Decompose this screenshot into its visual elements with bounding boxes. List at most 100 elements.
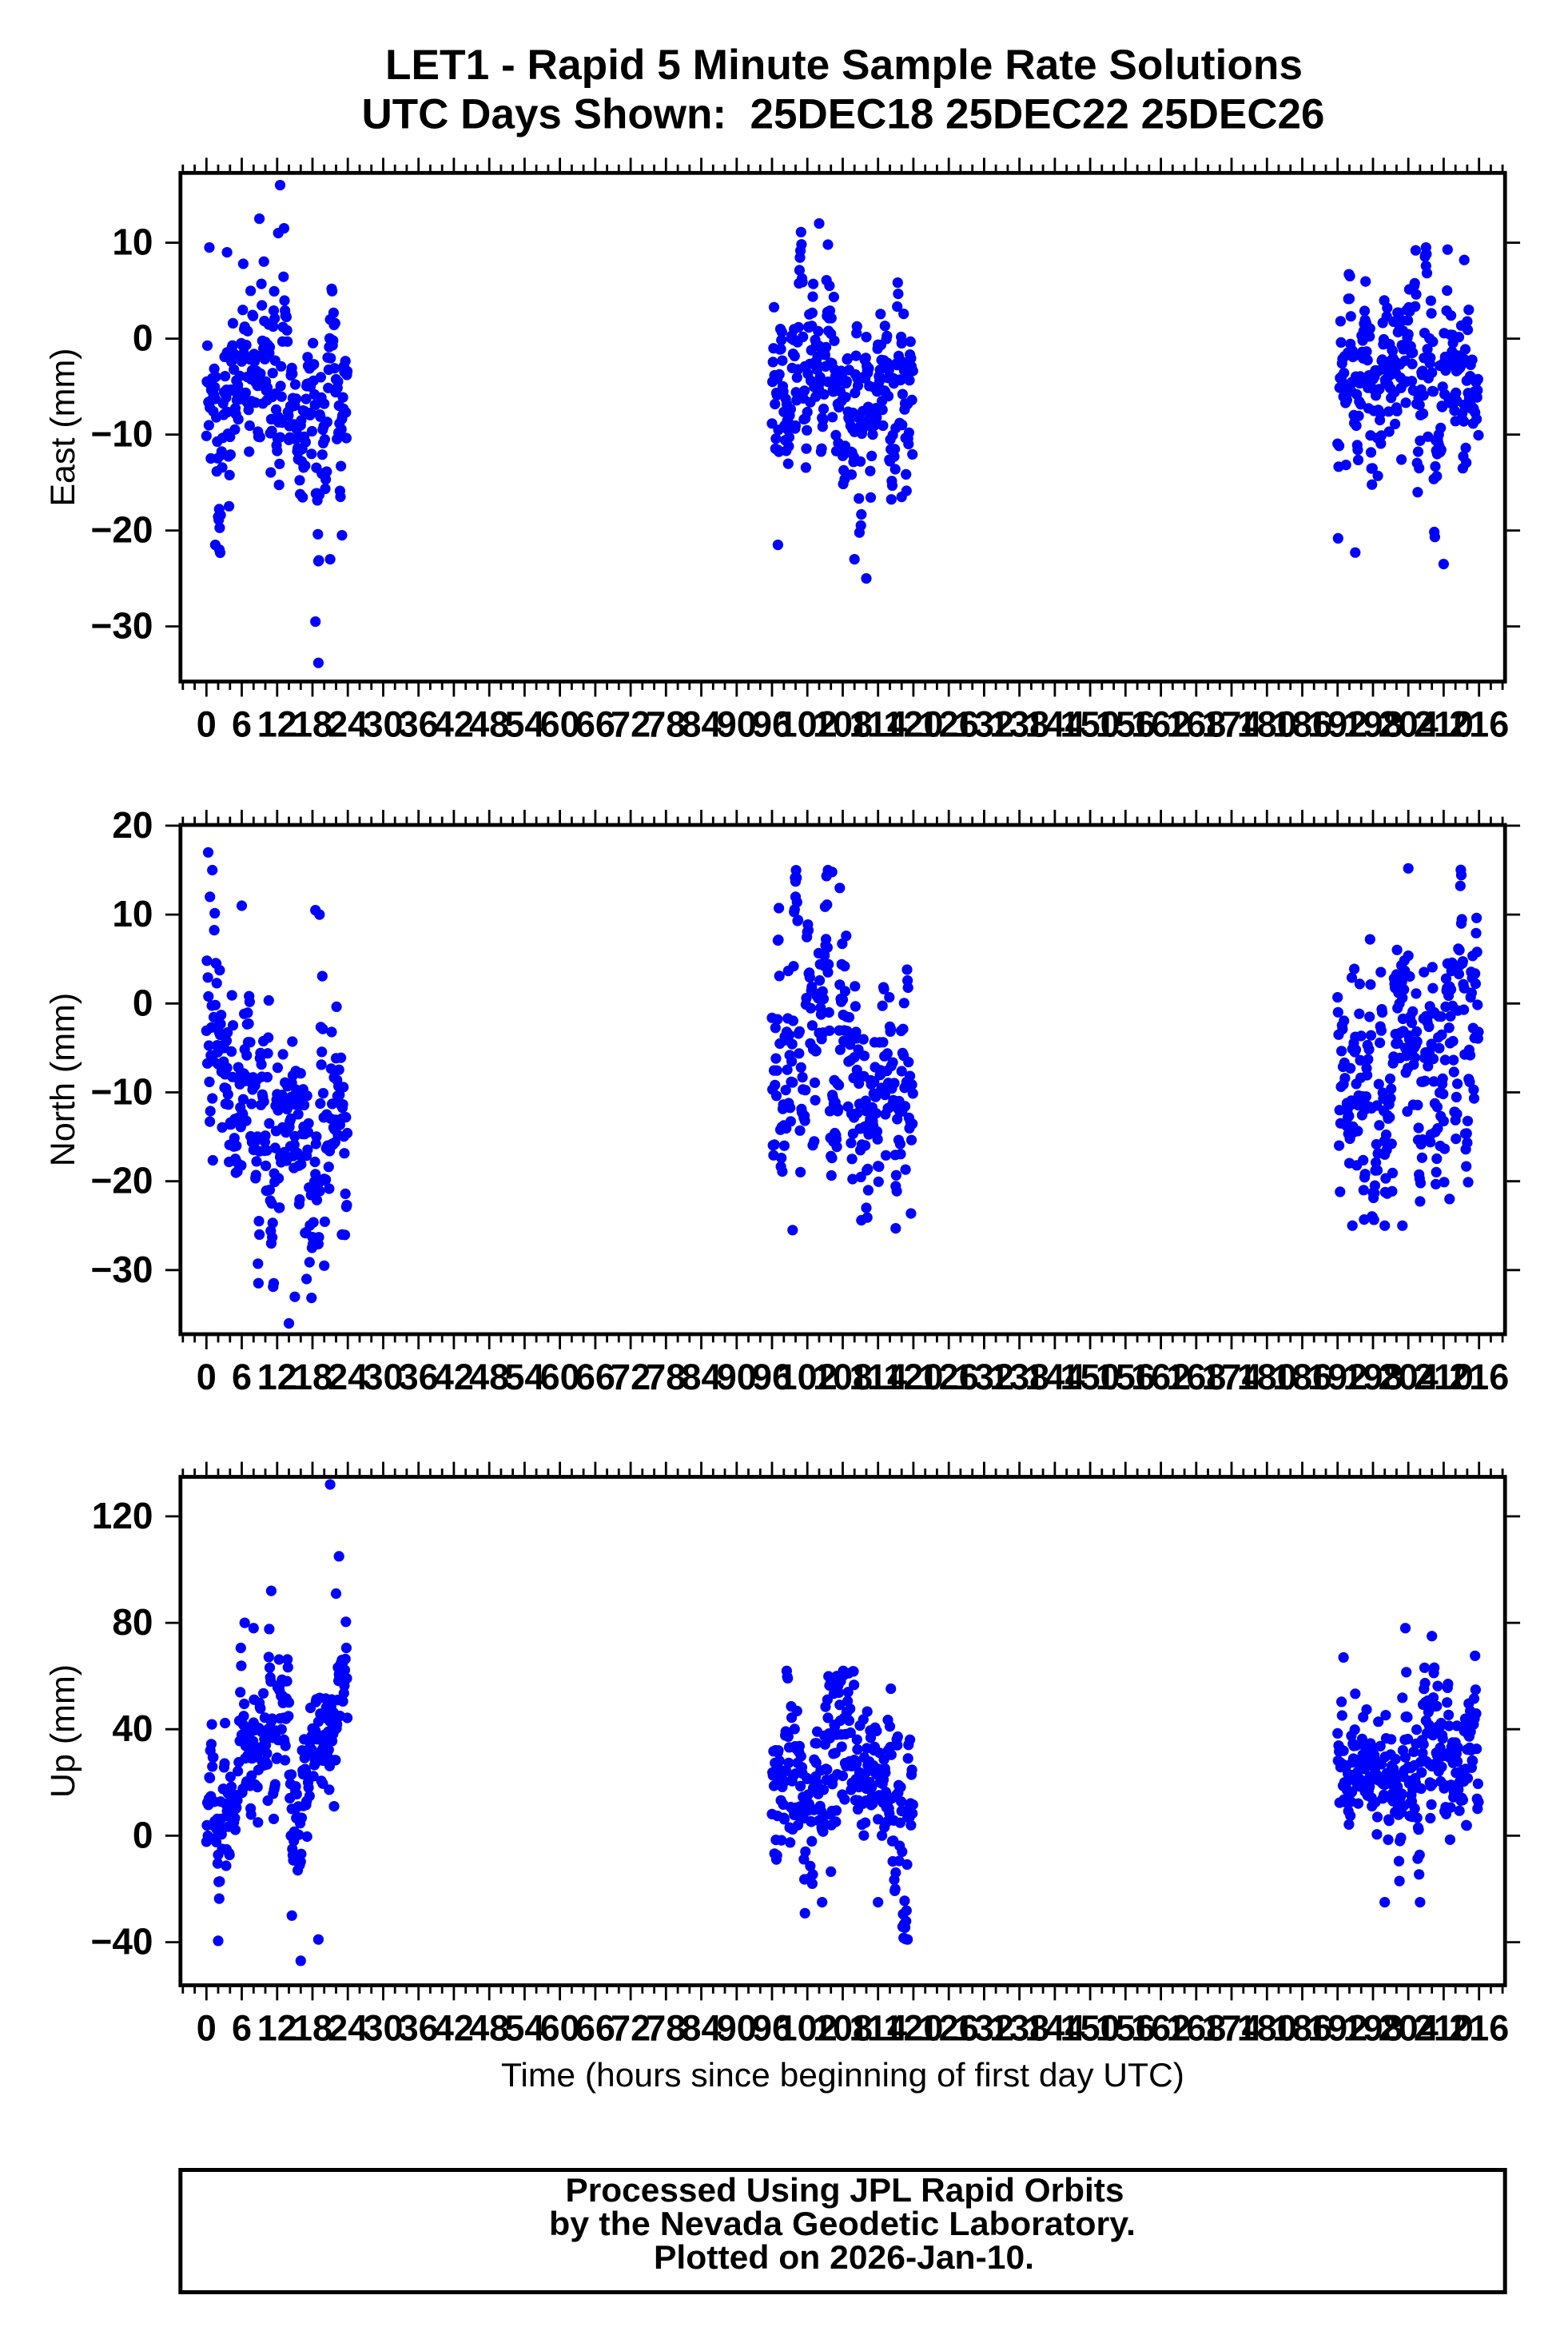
- svg-text:174: 174: [1201, 704, 1261, 745]
- svg-text:24: 24: [328, 2008, 368, 2049]
- svg-text:174: 174: [1201, 2008, 1261, 2049]
- svg-text:108: 108: [813, 2008, 873, 2049]
- svg-text:−20: −20: [90, 509, 153, 551]
- svg-text:LET1 - Rapid 5 Minute Sample R: LET1 - Rapid 5 Minute Sample Rate Soluti…: [385, 42, 1303, 89]
- svg-text:24: 24: [328, 1357, 368, 1397]
- svg-text:−40: −40: [90, 1921, 153, 1962]
- svg-text:30: 30: [363, 704, 403, 745]
- svg-text:156: 156: [1096, 2008, 1156, 2049]
- svg-text:126: 126: [919, 704, 979, 745]
- svg-text:48: 48: [469, 704, 509, 745]
- svg-text:114: 114: [849, 704, 907, 745]
- svg-text:198: 198: [1343, 1357, 1403, 1397]
- svg-text:42: 42: [434, 704, 474, 745]
- svg-text:144: 144: [1025, 1357, 1084, 1397]
- svg-text:96: 96: [752, 704, 792, 745]
- svg-text:138: 138: [989, 2008, 1049, 2049]
- svg-text:Up (mm): Up (mm): [44, 1664, 82, 1798]
- svg-text:54: 54: [504, 1357, 544, 1397]
- svg-text:162: 162: [1131, 1357, 1191, 1397]
- svg-text:20: 20: [112, 804, 153, 846]
- svg-text:204: 204: [1379, 1357, 1439, 1397]
- svg-text:24: 24: [328, 704, 368, 745]
- svg-text:90: 90: [717, 2008, 757, 2049]
- svg-text:210: 210: [1414, 2008, 1474, 2049]
- svg-text:102: 102: [778, 1357, 838, 1397]
- svg-text:72: 72: [611, 704, 651, 745]
- svg-text:174: 174: [1201, 1357, 1261, 1397]
- svg-text:36: 36: [399, 704, 439, 745]
- svg-text:150: 150: [1061, 2008, 1120, 2049]
- svg-text:12: 12: [257, 704, 297, 745]
- svg-text:78: 78: [646, 2008, 686, 2049]
- svg-text:0: 0: [133, 317, 153, 359]
- svg-text:66: 66: [575, 704, 615, 745]
- svg-text:0: 0: [133, 982, 153, 1023]
- svg-text:186: 186: [1272, 704, 1332, 745]
- svg-text:−10: −10: [90, 1071, 153, 1113]
- svg-text:210: 210: [1414, 704, 1474, 745]
- svg-text:120: 120: [883, 1357, 943, 1397]
- svg-text:192: 192: [1307, 1357, 1367, 1397]
- svg-text:126: 126: [919, 2008, 979, 2049]
- svg-text:150: 150: [1061, 1357, 1120, 1397]
- svg-text:60: 60: [540, 1357, 580, 1397]
- svg-text:North (mm): North (mm): [44, 993, 82, 1166]
- svg-text:72: 72: [611, 1357, 651, 1397]
- svg-text:−10: −10: [90, 413, 153, 455]
- svg-text:168: 168: [1166, 2008, 1226, 2049]
- svg-text:186: 186: [1272, 2008, 1332, 2049]
- svg-text:48: 48: [469, 1357, 509, 1397]
- svg-text:54: 54: [504, 2008, 544, 2049]
- svg-text:66: 66: [575, 2008, 615, 2049]
- svg-text:102: 102: [778, 2008, 838, 2049]
- svg-text:108: 108: [813, 704, 873, 745]
- svg-text:Time (hours since beginning of: Time (hours since beginning of first day…: [501, 2056, 1184, 2094]
- svg-text:18: 18: [293, 2008, 332, 2049]
- svg-text:180: 180: [1237, 704, 1297, 745]
- svg-text:−30: −30: [90, 1249, 153, 1290]
- svg-text:156: 156: [1096, 1357, 1156, 1397]
- svg-text:216: 216: [1449, 704, 1509, 745]
- svg-text:156: 156: [1096, 704, 1156, 745]
- svg-text:168: 168: [1166, 1357, 1226, 1397]
- svg-text:66: 66: [575, 1357, 615, 1397]
- svg-text:30: 30: [363, 1357, 403, 1397]
- svg-text:12: 12: [257, 2008, 297, 2049]
- svg-text:84: 84: [681, 1357, 721, 1397]
- svg-text:84: 84: [681, 704, 721, 745]
- svg-text:UTC Days Shown: 25DEC18 25DEC: UTC Days Shown: 25DEC18 25DEC22 25DEC26: [362, 91, 1325, 138]
- svg-text:150: 150: [1061, 704, 1120, 745]
- svg-text:216: 216: [1449, 2008, 1509, 2049]
- svg-text:0: 0: [197, 2008, 217, 2049]
- svg-text:60: 60: [540, 2008, 580, 2049]
- svg-text:30: 30: [363, 2008, 403, 2049]
- svg-text:144: 144: [1025, 2008, 1084, 2049]
- svg-text:108: 108: [813, 1357, 873, 1397]
- svg-text:6: 6: [232, 2008, 252, 2049]
- svg-text:10: 10: [112, 893, 153, 934]
- svg-text:80: 80: [112, 1601, 153, 1643]
- svg-text:120: 120: [883, 2008, 943, 2049]
- svg-text:0: 0: [197, 704, 217, 745]
- svg-text:132: 132: [954, 1357, 1014, 1397]
- svg-text:40: 40: [112, 1707, 153, 1749]
- svg-text:180: 180: [1237, 2008, 1297, 2049]
- svg-text:18: 18: [293, 1357, 332, 1397]
- svg-text:126: 126: [919, 1357, 979, 1397]
- svg-text:168: 168: [1166, 704, 1226, 745]
- svg-text:18: 18: [293, 704, 332, 745]
- svg-text:144: 144: [1025, 704, 1084, 745]
- svg-text:102: 102: [778, 704, 838, 745]
- svg-text:138: 138: [989, 1357, 1049, 1397]
- svg-text:6: 6: [232, 1357, 252, 1397]
- svg-text:186: 186: [1272, 1357, 1332, 1397]
- svg-text:6: 6: [232, 704, 252, 745]
- svg-text:198: 198: [1343, 704, 1403, 745]
- svg-text:96: 96: [752, 2008, 792, 2049]
- svg-text:84: 84: [681, 2008, 721, 2049]
- svg-text:114: 114: [849, 1357, 907, 1397]
- svg-text:204: 204: [1379, 704, 1439, 745]
- svg-text:216: 216: [1449, 1357, 1509, 1397]
- svg-text:0: 0: [133, 1814, 153, 1855]
